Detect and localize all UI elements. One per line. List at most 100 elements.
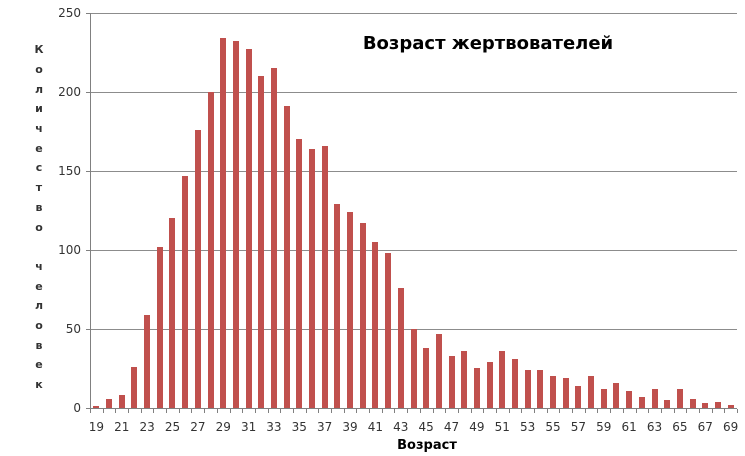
bar <box>309 149 315 408</box>
y-tick-label: 0 <box>73 401 81 415</box>
x-tick-label: 35 <box>291 420 307 434</box>
bar <box>156 247 163 408</box>
y-axis-title-letter: в <box>35 338 43 352</box>
x-axis-tick <box>280 409 282 413</box>
bar <box>106 399 113 408</box>
bar <box>499 351 506 408</box>
x-axis-tick <box>419 409 421 413</box>
x-axis-tick <box>394 409 396 413</box>
bar <box>588 376 595 408</box>
y-axis-tick <box>86 171 90 172</box>
bar <box>182 176 189 408</box>
x-axis-tick <box>153 409 155 413</box>
x-axis-tick <box>483 409 485 413</box>
x-axis-tick <box>610 409 612 413</box>
x-axis-tick <box>673 409 675 413</box>
x-axis-tick <box>292 409 294 413</box>
x-axis-tick <box>660 409 662 413</box>
x-axis-tick <box>559 409 561 413</box>
gridline <box>90 92 737 93</box>
y-axis-title-letter: о <box>35 220 43 234</box>
x-axis-tick <box>698 409 700 413</box>
bar <box>93 406 100 408</box>
x-tick-label: 53 <box>520 420 536 434</box>
y-axis-tick <box>86 250 90 251</box>
bar <box>423 348 430 408</box>
x-axis-tick <box>572 409 574 413</box>
bar <box>626 391 633 408</box>
bar <box>283 106 290 408</box>
x-tick-label: 59 <box>596 420 612 434</box>
gridline <box>90 250 737 251</box>
bar <box>550 376 557 408</box>
x-axis-tick <box>140 409 142 413</box>
bar <box>727 405 734 408</box>
bar <box>296 139 303 408</box>
bar <box>448 356 455 408</box>
x-tick-label: 37 <box>317 420 333 434</box>
x-axis-tick <box>356 409 358 413</box>
y-tick-label: 200 <box>58 85 81 99</box>
y-axis-title-letter: в <box>35 200 43 214</box>
bar <box>702 403 709 408</box>
bar <box>562 378 569 408</box>
bar <box>524 370 531 408</box>
bar <box>461 351 468 408</box>
x-axis-tick <box>318 409 320 413</box>
x-axis-tick <box>470 409 472 413</box>
y-tick-label: 150 <box>58 164 81 178</box>
x-axis-tick <box>178 409 180 413</box>
x-axis-tick <box>369 409 371 413</box>
x-tick-label: 45 <box>418 420 434 434</box>
x-axis-line <box>90 408 737 409</box>
x-tick-label: 63 <box>646 420 663 434</box>
x-axis-tick <box>445 409 447 413</box>
x-axis-tick <box>521 409 523 413</box>
x-tick-label: 51 <box>494 420 510 434</box>
bar <box>600 389 607 408</box>
x-tick-label: 39 <box>342 420 358 434</box>
x-axis-tick <box>267 409 269 413</box>
y-axis-title-letter: К <box>34 43 44 57</box>
x-axis-tick <box>229 409 231 413</box>
x-tick-label: 67 <box>697 420 713 434</box>
bar <box>511 359 518 408</box>
bar <box>169 218 176 408</box>
x-axis-tick <box>495 409 497 413</box>
y-axis-title-letter: с <box>35 161 43 175</box>
y-axis-title-letter: и <box>35 102 43 116</box>
y-axis-title-letter: к <box>35 378 43 392</box>
x-axis-tick <box>407 409 409 413</box>
bar <box>385 253 392 408</box>
x-axis-tick <box>216 409 218 413</box>
x-axis-tick <box>90 409 91 413</box>
x-axis-tick <box>584 409 586 413</box>
bar <box>207 92 214 408</box>
y-axis-title-letter: л <box>34 82 44 96</box>
x-tick-label: 43 <box>393 420 409 434</box>
x-axis-tick <box>254 409 256 413</box>
bar <box>537 370 544 408</box>
y-axis-title-letter: е <box>35 279 43 293</box>
bar <box>486 362 493 408</box>
gridline <box>90 171 737 172</box>
x-tick-label: 55 <box>545 420 561 434</box>
y-axis-tick <box>86 92 90 93</box>
y-axis-title-letter: л <box>34 299 44 313</box>
y-axis-line <box>90 13 91 408</box>
bar <box>651 389 658 408</box>
y-axis-title-letter: о <box>35 318 43 332</box>
y-axis-title-letter: ч <box>35 259 43 273</box>
bar <box>473 368 480 408</box>
bar <box>144 315 151 408</box>
x-axis-tick <box>331 409 333 413</box>
x-tick-label: 61 <box>621 420 637 434</box>
x-axis-tick <box>622 409 624 413</box>
x-tick-label: 27 <box>190 420 206 434</box>
bar <box>359 223 366 408</box>
x-tick-label: 41 <box>367 420 384 434</box>
bar <box>270 68 277 408</box>
y-axis-title-letter: ч <box>35 122 43 136</box>
